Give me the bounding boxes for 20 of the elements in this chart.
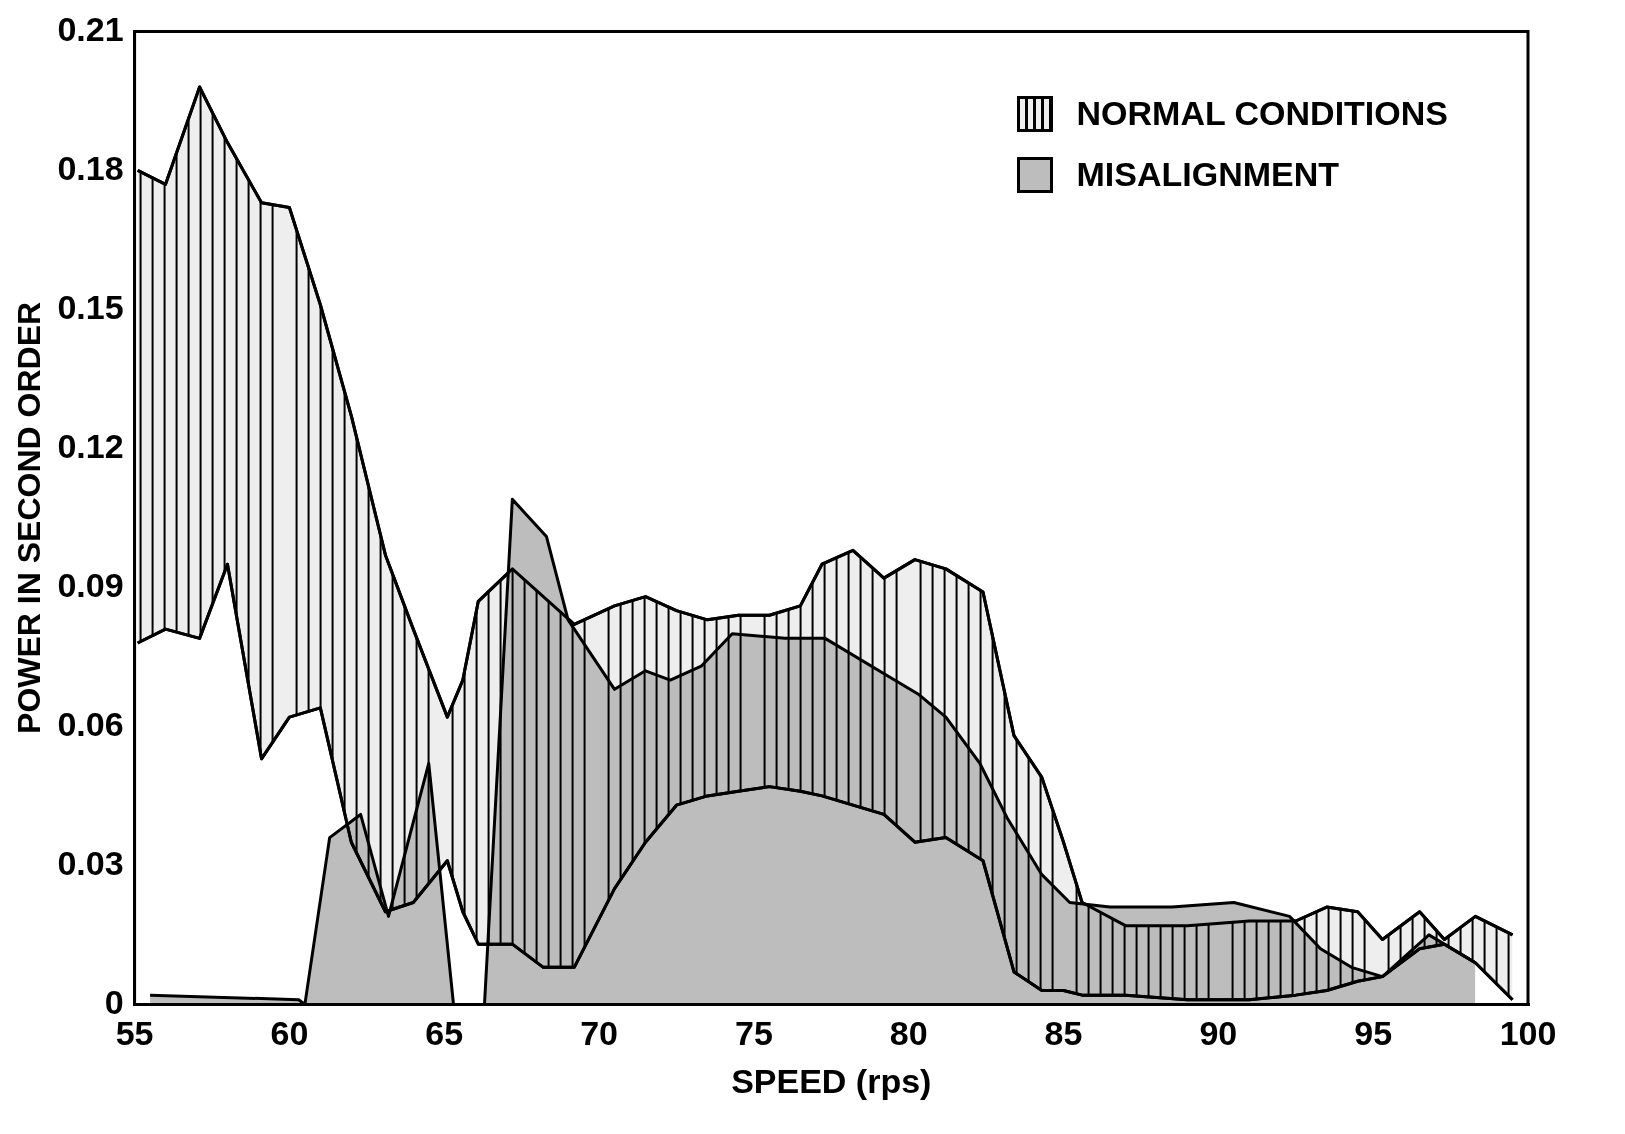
y-tick-label: 0.06 [57,704,124,743]
x-tick-label: 70 [580,1014,618,1053]
x-tick-label: 65 [425,1014,464,1053]
x-tick-label: 60 [270,1014,309,1053]
x-tick-label: 85 [1044,1014,1083,1053]
y-tick-label: 0.09 [57,565,124,604]
y-tick-label: 0.15 [57,287,124,326]
x-axis-title: SPEED (rps) [731,1061,932,1100]
x-tick-label: 100 [1499,1014,1557,1053]
legend-label: MISALIGNMENT [1076,155,1340,194]
y-tick-label: 0.18 [57,148,124,187]
y-tick-label: 0.03 [57,843,124,882]
x-tick-label: 75 [734,1014,773,1053]
x-tick-label: 95 [1354,1014,1393,1053]
y-axis-title: POWER IN SECOND ORDER [11,301,48,734]
y-tick-label: 0.21 [57,9,124,48]
x-tick-label: 90 [1199,1014,1238,1053]
x-tick-label: 80 [889,1014,928,1053]
y-tick-label: 0.12 [57,426,124,465]
legend-label: NORMAL CONDITIONS [1076,94,1448,133]
